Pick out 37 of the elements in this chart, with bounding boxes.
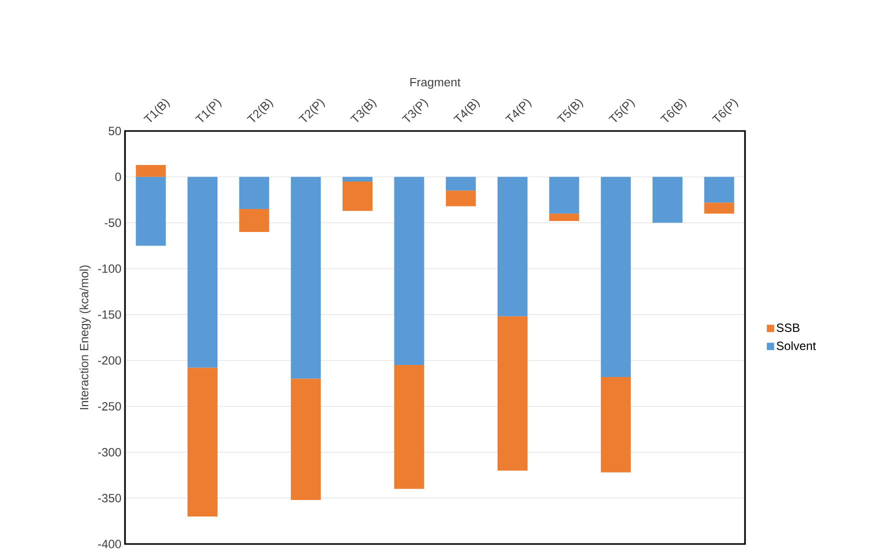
legend-label: SSB — [776, 324, 800, 332]
bar — [136, 176, 166, 246]
bar — [498, 316, 528, 471]
bar — [188, 176, 218, 368]
bar — [549, 214, 580, 221]
bar — [446, 190, 476, 206]
bar — [549, 176, 580, 214]
bar — [342, 181, 372, 211]
bar — [290, 378, 321, 500]
bar — [704, 176, 734, 203]
bar — [498, 176, 528, 316]
x-axis-title: Fragment — [410, 78, 460, 89]
bar — [188, 368, 218, 516]
bar — [652, 176, 682, 223]
bar — [446, 176, 476, 191]
y-axis-title: Interaction Enegy (kca/mol) — [80, 266, 91, 410]
y-tick-label: -300 — [98, 448, 122, 456]
y-tick-label: -50 — [104, 218, 122, 227]
bar — [394, 176, 424, 366]
legend-label: Solvent — [776, 341, 816, 350]
y-tick-label: -350 — [98, 494, 122, 502]
y-tick-label: -150 — [98, 310, 122, 319]
bar — [239, 176, 270, 210]
bar — [704, 202, 734, 214]
y-tick-label: 50 — [108, 126, 122, 136]
bar — [290, 176, 321, 379]
y-tick-label: -100 — [98, 264, 122, 273]
y-tick-label: -400 — [98, 540, 122, 548]
y-tick-label: 0 — [115, 172, 122, 182]
y-tick-label: -200 — [98, 356, 122, 365]
bar — [239, 209, 270, 232]
y-tick-label: -250 — [98, 402, 122, 411]
bar — [394, 365, 424, 489]
bar — [342, 176, 372, 182]
bar — [600, 176, 631, 377]
bar — [136, 164, 166, 177]
bar — [600, 376, 631, 472]
